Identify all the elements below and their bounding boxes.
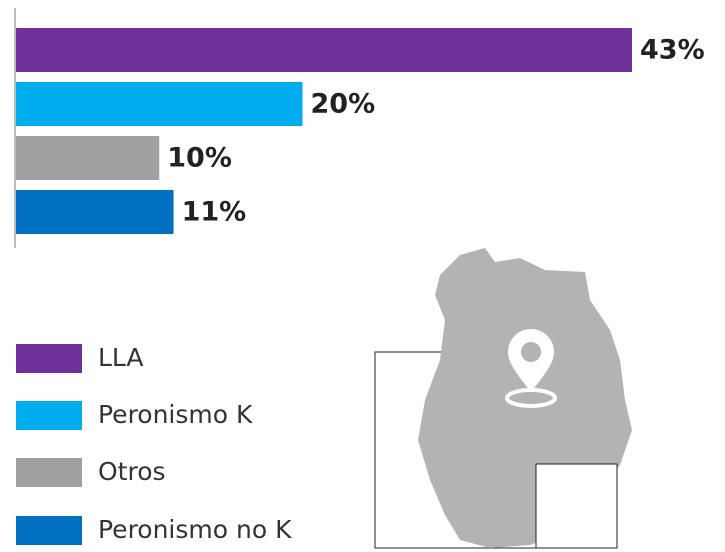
bar: [16, 190, 174, 234]
bar: [16, 82, 303, 126]
map-frame: [374, 351, 600, 549]
legend-label: LLA: [98, 343, 144, 372]
bar: [16, 136, 160, 180]
legend-swatch: [16, 516, 82, 545]
legend-swatch: [16, 401, 82, 430]
map-inset: [535, 463, 618, 549]
legend-swatch: [16, 458, 82, 487]
map: [374, 248, 632, 549]
value-label: 20%: [311, 89, 376, 120]
value-label: 11%: [182, 197, 247, 228]
legend-swatch: [16, 344, 82, 373]
value-label: 43%: [640, 35, 705, 66]
legend-label: Peronismo K: [98, 400, 253, 429]
bar: [16, 28, 632, 72]
location-pin: [508, 329, 554, 392]
legend-label: Peronismo no K: [98, 515, 292, 544]
legend-label: Otros: [98, 457, 166, 486]
value-label: 10%: [167, 143, 232, 174]
pin-base: [505, 388, 557, 408]
